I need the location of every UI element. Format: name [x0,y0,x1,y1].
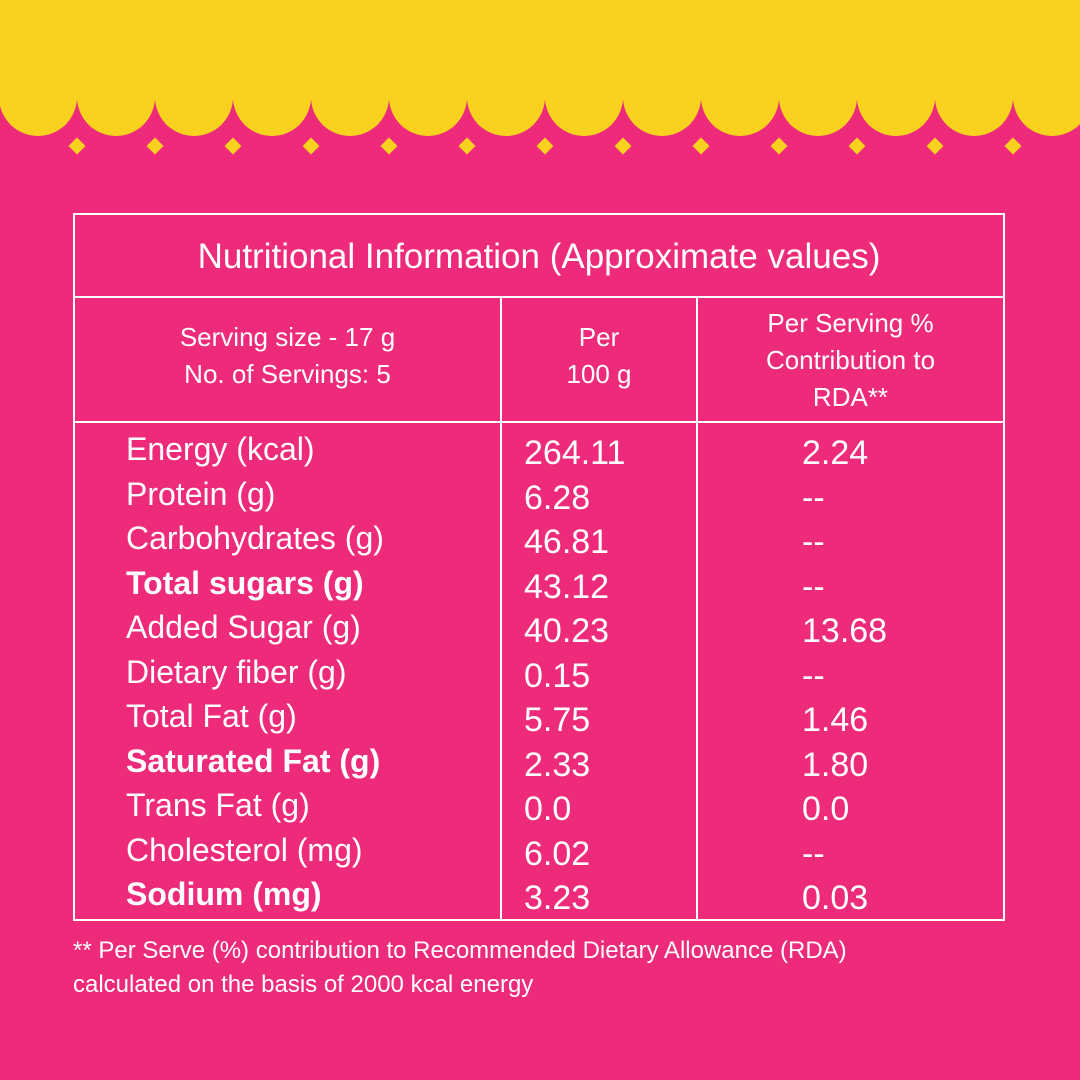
rda-value: -- [802,834,825,873]
nutrient-label: Dietary fiber (g) [126,653,347,690]
nutrient-label: Protein (g) [126,475,276,512]
footnote-line2: calculated on the basis of 2000 kcal ene… [73,971,534,998]
scallop-lobe [77,58,155,136]
per100-value: 40.23 [524,612,610,650]
scallop-lobe [935,58,1013,136]
scallop-lobe [155,58,233,136]
rda-value: 1.80 [802,745,869,784]
rda-value: 2.24 [802,434,869,472]
rda-value: -- [802,523,825,561]
table-title: Nutritional Information (Approximate val… [197,237,881,276]
scallop-lobe [857,58,935,136]
scallop-lobe [467,58,545,136]
diamond-ornament [68,137,86,155]
per100-value: 6.28 [524,478,591,517]
diamond-ornament [614,137,632,155]
per100-value: 264.11 [524,434,626,472]
per100-value: 6.02 [524,834,591,873]
rda-footnote: ** Per Serve (%) contribution to Recomme… [73,934,1033,1002]
servings-count-text: No. of Servings: 5 [184,359,391,389]
diamond-ornament [302,137,320,155]
nutrient-label: Cholesterol (mg) [126,831,363,868]
per100-header-line2: 100 g [566,359,632,389]
diamond-ornament [536,137,554,155]
serving-header: Serving size - 17 g No. of Servings: 5 [75,319,500,393]
rda-header: Per Serving % Contribution to RDA** [698,305,1003,416]
diamond-ornament [458,137,476,155]
scallop-lobe [311,58,389,136]
nutrition-table: Nutritional Information (Approximate val… [73,213,1005,921]
per100-value: 46.81 [524,523,610,561]
nutrient-label: Total sugars (g) [126,564,364,601]
diamond-ornament [926,137,944,155]
scallop-lobe [701,58,779,136]
scallop-lobe [1013,58,1080,136]
per100-value: 3.23 [524,879,591,917]
diamond-ornament [692,137,710,155]
rda-value: -- [802,478,825,517]
per100-value: 5.75 [524,701,591,739]
header-divider [75,421,1003,423]
rda-value: 1.46 [802,701,869,739]
nutrient-label: Added Sugar (g) [126,609,361,645]
diamond-ornament [770,137,788,155]
scallop-lobe [233,58,311,136]
scallop-lobe [545,58,623,136]
title-divider [75,296,1003,298]
diamond-ornament [380,137,398,155]
nutrient-label: Energy (kcal) [126,431,315,467]
rda-header-line1: Per Serving % [767,308,934,338]
diamond-ornament [146,137,164,155]
serving-size-text: Serving size - 17 g [179,322,396,352]
rda-value: 0.03 [802,879,869,917]
rda-header-line3: RDA** [812,382,889,412]
diamond-ornament [1004,137,1022,155]
scallop-lobe [779,58,857,136]
per100-value: 0.0 [524,790,572,828]
diamond-ornament [224,137,242,155]
per100-value: 0.15 [524,656,591,695]
nutrient-label: Carbohydrates (g) [126,520,384,556]
scalloped-top-border [0,0,1080,155]
rda-value: -- [802,656,825,695]
scallop-lobe [623,58,701,136]
footnote-line1: ** Per Serve (%) contribution to Recomme… [73,937,847,964]
per100-value: 43.12 [524,567,610,606]
column-divider-1 [500,296,502,919]
rda-value: 0.0 [802,790,850,828]
rda-header-line2: Contribution to [765,345,936,375]
nutrient-label: Trans Fat (g) [126,787,310,823]
per100-header-line1: Per [578,322,620,352]
per100-header: Per 100 g [502,319,696,393]
rda-value: -- [802,567,825,606]
scallop-lobe [389,58,467,136]
rda-value: 13.68 [802,612,888,650]
scallop-lobe [0,58,77,136]
diamond-ornament [848,137,866,155]
nutrient-label: Sodium (mg) [126,876,322,912]
column-divider-2 [696,296,698,919]
nutrient-label: Total Fat (g) [126,698,297,734]
nutrient-label: Saturated Fat (g) [126,742,381,779]
per100-value: 2.33 [524,745,591,784]
